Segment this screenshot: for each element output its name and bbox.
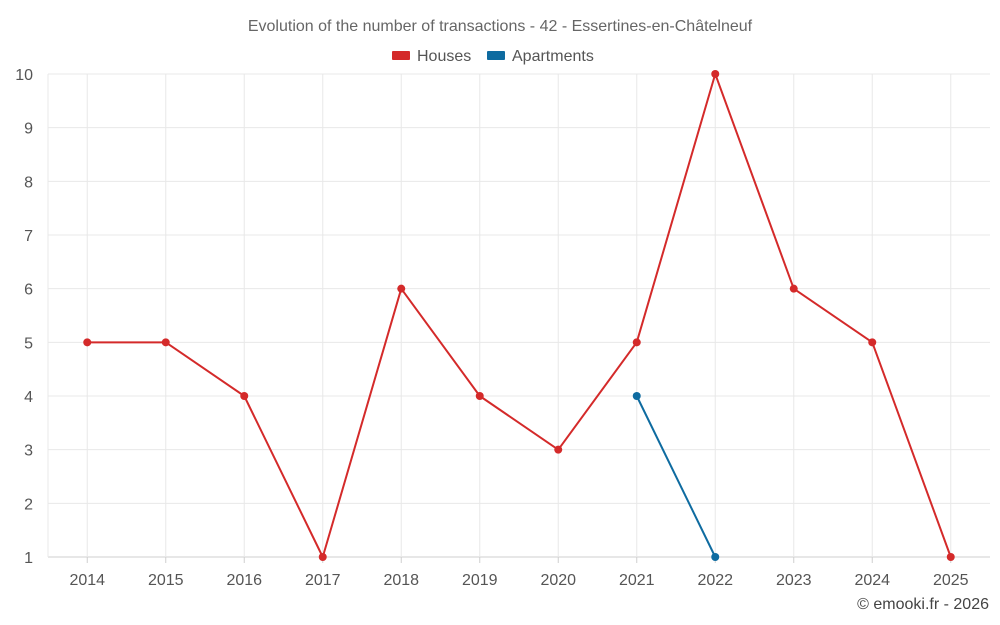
legend-item-houses: Houses xyxy=(392,48,471,65)
data-point-houses-2017 xyxy=(318,553,327,561)
x-tick-label: 2018 xyxy=(383,572,419,589)
legend-swatch-apartments xyxy=(487,51,505,60)
series-layer xyxy=(83,70,955,561)
x-tick-label: 2016 xyxy=(226,572,262,589)
data-point-houses-2016 xyxy=(240,392,249,400)
x-tick-label: 2021 xyxy=(619,572,655,589)
legend: Houses Apartments xyxy=(392,48,594,65)
y-tick-label: 2 xyxy=(24,496,33,513)
data-point-houses-2014 xyxy=(83,338,92,347)
data-point-houses-2018 xyxy=(397,284,406,293)
series-apartments xyxy=(632,392,720,561)
data-point-houses-2019 xyxy=(475,392,484,400)
legend-label-houses: Houses xyxy=(417,48,471,65)
credit-text: © emooki.fr - 2026 xyxy=(857,596,989,613)
y-tick-label: 6 xyxy=(24,282,33,299)
x-tick-label: 2014 xyxy=(69,572,105,589)
x-tick-label: 2025 xyxy=(933,572,969,589)
gridlines xyxy=(47,73,990,558)
y-axis: 1 2 3 4 5 6 7 8 9 10 xyxy=(15,67,33,567)
data-point-apartments-2021 xyxy=(632,392,641,400)
y-tick-label: 10 xyxy=(15,67,33,84)
data-point-houses-2020 xyxy=(554,445,563,454)
data-point-houses-2025 xyxy=(946,553,955,561)
x-axis: 2014 2015 2016 2017 2018 2019 2020 2021 2022 2023… xyxy=(69,557,969,589)
legend-swatch-houses xyxy=(392,51,410,60)
x-tick-label: 2017 xyxy=(305,572,341,589)
series-line-apartments xyxy=(635,395,717,558)
data-point-houses-2021 xyxy=(632,338,641,347)
data-point-apartments-2022 xyxy=(711,553,720,561)
series-line-houses xyxy=(87,73,952,558)
data-point-houses-2023 xyxy=(789,284,798,293)
y-tick-label: 5 xyxy=(24,335,33,352)
y-tick-label: 8 xyxy=(24,174,33,191)
y-tick-label: 7 xyxy=(24,228,33,245)
legend-label-apartments: Apartments xyxy=(512,48,594,65)
x-tick-label: 2019 xyxy=(462,572,498,589)
y-tick-label: 9 xyxy=(24,121,33,138)
series-houses xyxy=(83,70,955,561)
y-tick-label: 1 xyxy=(24,550,33,567)
x-tick-label: 2023 xyxy=(776,572,812,589)
chart-title: Evolution of the number of transactions … xyxy=(248,18,753,35)
legend-item-apartments: Apartments xyxy=(487,48,594,65)
x-tick-label: 2020 xyxy=(540,572,576,589)
x-tick-label: 2022 xyxy=(697,572,733,589)
data-point-houses-2024 xyxy=(868,338,877,347)
data-point-houses-2015 xyxy=(161,338,170,347)
x-tick-label: 2015 xyxy=(148,572,184,589)
y-tick-label: 3 xyxy=(24,443,33,460)
x-tick-label: 2024 xyxy=(854,572,890,589)
data-point-houses-2022 xyxy=(711,70,720,78)
y-tick-label: 4 xyxy=(24,389,33,406)
